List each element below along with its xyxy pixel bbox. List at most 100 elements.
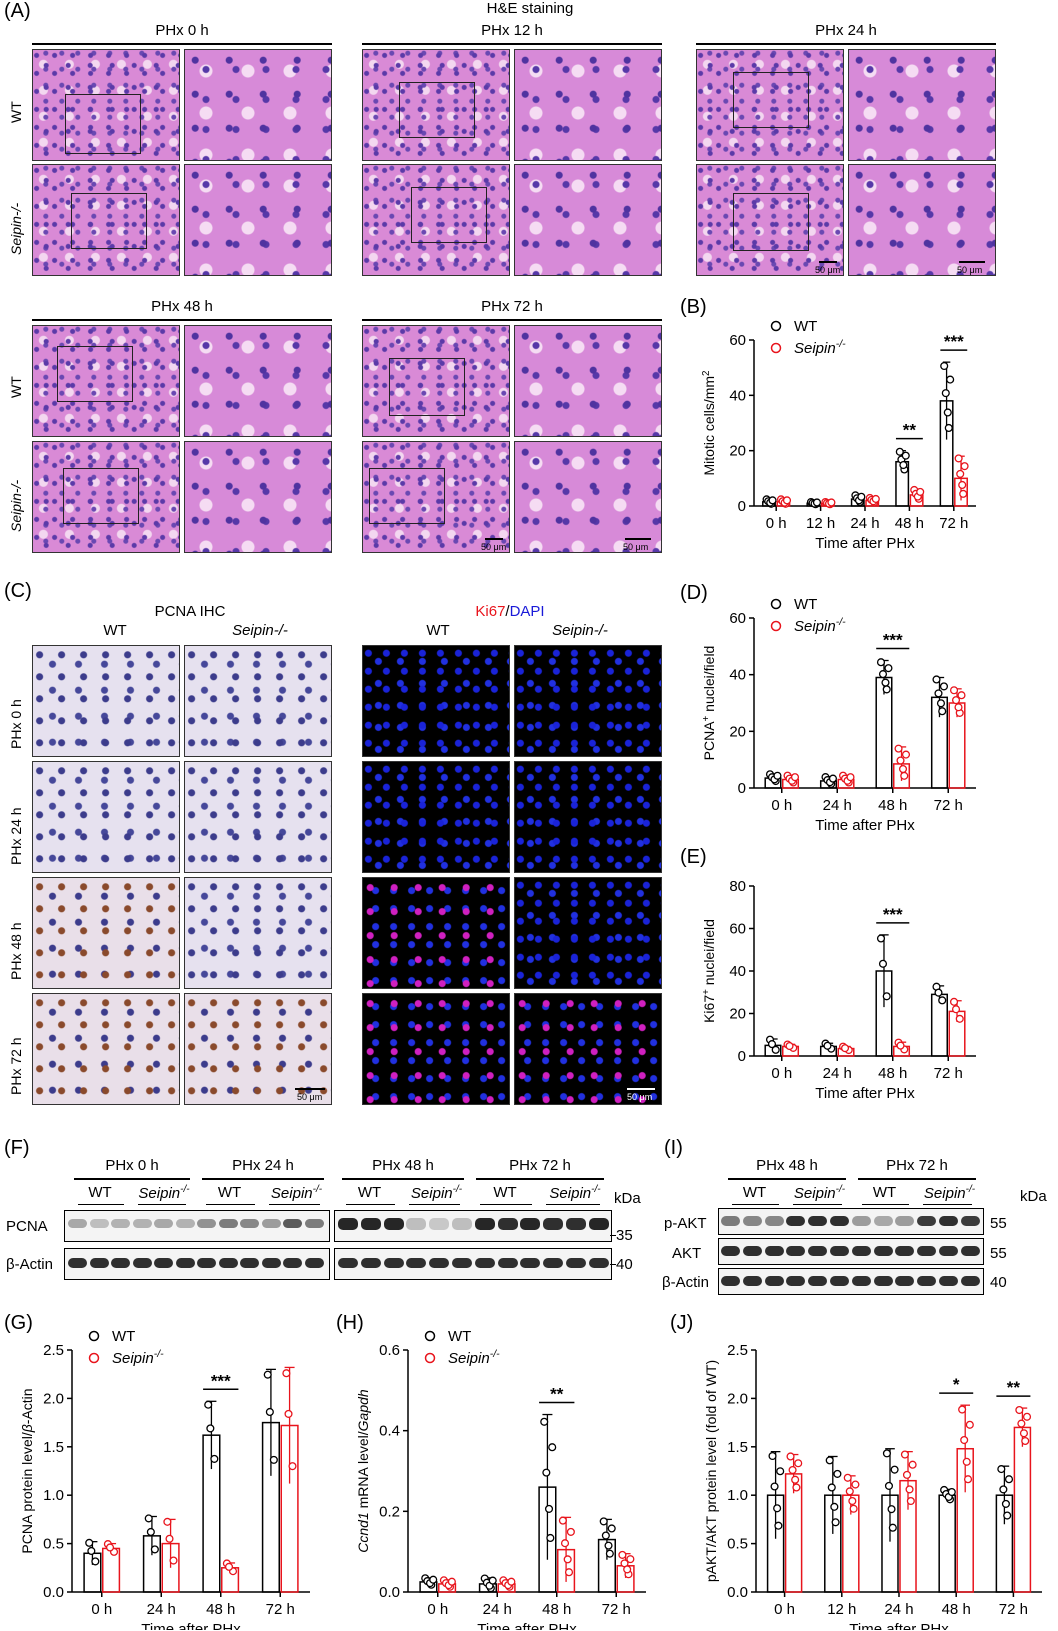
col-label-seipin: Seipin-/-: [232, 622, 288, 639]
row-label-beta-actin: β-Actin: [6, 1256, 53, 1273]
x-tick-label: 72 h: [602, 1601, 631, 1618]
band-p-akt: [830, 1216, 849, 1226]
he-image-ko-72h: 50 μm: [362, 441, 510, 553]
panel-a-title-0h: PHx 0 h: [155, 22, 209, 39]
data-point: [954, 454, 963, 463]
x-tick-label: 48 h: [878, 1065, 907, 1082]
data-point: [773, 771, 782, 780]
band-actin: [497, 1258, 518, 1268]
x-tick-label: 24 h: [147, 1601, 176, 1618]
y-axis-label: pAKT/AKT protein level (fold of WT): [703, 1360, 719, 1582]
band-actin: [240, 1258, 259, 1268]
y-tick-label: 0.4: [379, 1423, 400, 1440]
he-image-wt-12h: [362, 49, 510, 161]
data-point: [962, 1457, 971, 1466]
data-point: [165, 1534, 174, 1543]
data-point: [905, 1485, 914, 1494]
if-wt-0h: [362, 645, 510, 757]
x-tick-label: 12 h: [806, 515, 835, 532]
data-point: [224, 1562, 234, 1571]
data-point: [91, 1557, 100, 1566]
y-tick-label: 20: [729, 443, 746, 460]
he-image-wt-0h: [32, 49, 180, 161]
legend-marker: [424, 1330, 436, 1342]
data-point: [884, 664, 893, 673]
band-actin: [89, 1258, 109, 1268]
he-image-ko-0h-zoom: [184, 164, 332, 276]
data-point: [144, 1514, 153, 1523]
x-tick-label: 72 h: [266, 1601, 295, 1618]
data-point: [1017, 1419, 1026, 1428]
data-point: [105, 1543, 115, 1552]
zoom-box: [411, 187, 487, 243]
divider: [32, 319, 332, 321]
divider: [732, 1204, 779, 1205]
band-pcna: [474, 1218, 495, 1230]
band-pcna: [283, 1219, 302, 1228]
band-actin: [808, 1276, 828, 1286]
data-point: [900, 1450, 909, 1459]
data-point: [876, 934, 886, 943]
legend-label: WT: [448, 1330, 471, 1345]
x-tick-label: 72 h: [934, 1065, 963, 1082]
y-axis-label: PCNA protein level/β-Actin: [19, 1388, 35, 1553]
data-point: [997, 1465, 1006, 1474]
ihc-wt-0h: [32, 645, 180, 757]
data-point: [963, 1475, 973, 1484]
divider: [862, 1204, 909, 1205]
band-pcna: [261, 1219, 281, 1228]
panel-a-title-24h: PHx 24 h: [815, 22, 877, 39]
x-axis-label: Time after PHx: [141, 1621, 241, 1630]
band-pcna: [218, 1219, 238, 1228]
y-axis-label: Ki67+ nuclei/field: [701, 919, 718, 1023]
data-point: [566, 1527, 575, 1536]
if-ko-0h: [514, 645, 662, 757]
y-tick-label: 1.0: [727, 1487, 748, 1504]
panel-label-b: (B): [680, 296, 707, 318]
data-point: [776, 1467, 785, 1476]
y-tick-label: 0: [738, 780, 746, 797]
band-actin: [111, 1258, 130, 1268]
group-label: PHx 48 h: [372, 1157, 434, 1174]
band-pcna: [240, 1219, 259, 1228]
data-point: [895, 447, 904, 456]
x-tick-label: 0 h: [774, 1601, 795, 1618]
data-point: [938, 996, 947, 1005]
band-actin: [218, 1258, 238, 1268]
chart-g: 0.0 0.5 1.0 1.5 2.0 2.5 PCNA protein level/β-A…: [19, 1330, 310, 1630]
panel-label-i: (I): [664, 1137, 683, 1159]
divider: [202, 1178, 324, 1180]
panel-label-g: (G): [4, 1312, 33, 1334]
band-actin: [304, 1258, 324, 1268]
band-akt: [742, 1246, 762, 1256]
data-point: [890, 1465, 899, 1474]
bar-seipin: [1013, 1426, 1032, 1593]
panel-a-title-12h: PHx 12 h: [481, 22, 543, 39]
data-point: [951, 696, 961, 705]
he-image-wt-0h-zoom: [184, 49, 332, 161]
x-tick-label: 48 h: [206, 1601, 235, 1618]
data-point: [770, 1482, 779, 1491]
data-point: [956, 469, 965, 478]
x-axis-label: Time after PHx: [849, 1621, 949, 1630]
data-point: [959, 489, 968, 498]
band-p-akt: [742, 1216, 762, 1226]
data-point: [934, 689, 943, 698]
legend-marker: [770, 320, 782, 332]
data-point: [896, 756, 905, 765]
band-actin: [721, 1276, 740, 1286]
y-tick-label: 20: [729, 1006, 746, 1023]
data-point: [882, 1449, 891, 1458]
band-akt: [764, 1246, 784, 1256]
data-point: [618, 1550, 627, 1559]
band-actin: [851, 1276, 871, 1286]
data-point: [965, 1420, 974, 1429]
data-point: [884, 1481, 894, 1490]
data-point: [840, 1044, 850, 1053]
scale-bar: [819, 261, 837, 263]
ki67-label: Ki67: [475, 603, 506, 620]
data-point: [558, 1516, 567, 1525]
col-label-seipin: Seipin-/-: [552, 622, 608, 639]
data-point: [901, 451, 910, 460]
data-point: [947, 1487, 956, 1497]
